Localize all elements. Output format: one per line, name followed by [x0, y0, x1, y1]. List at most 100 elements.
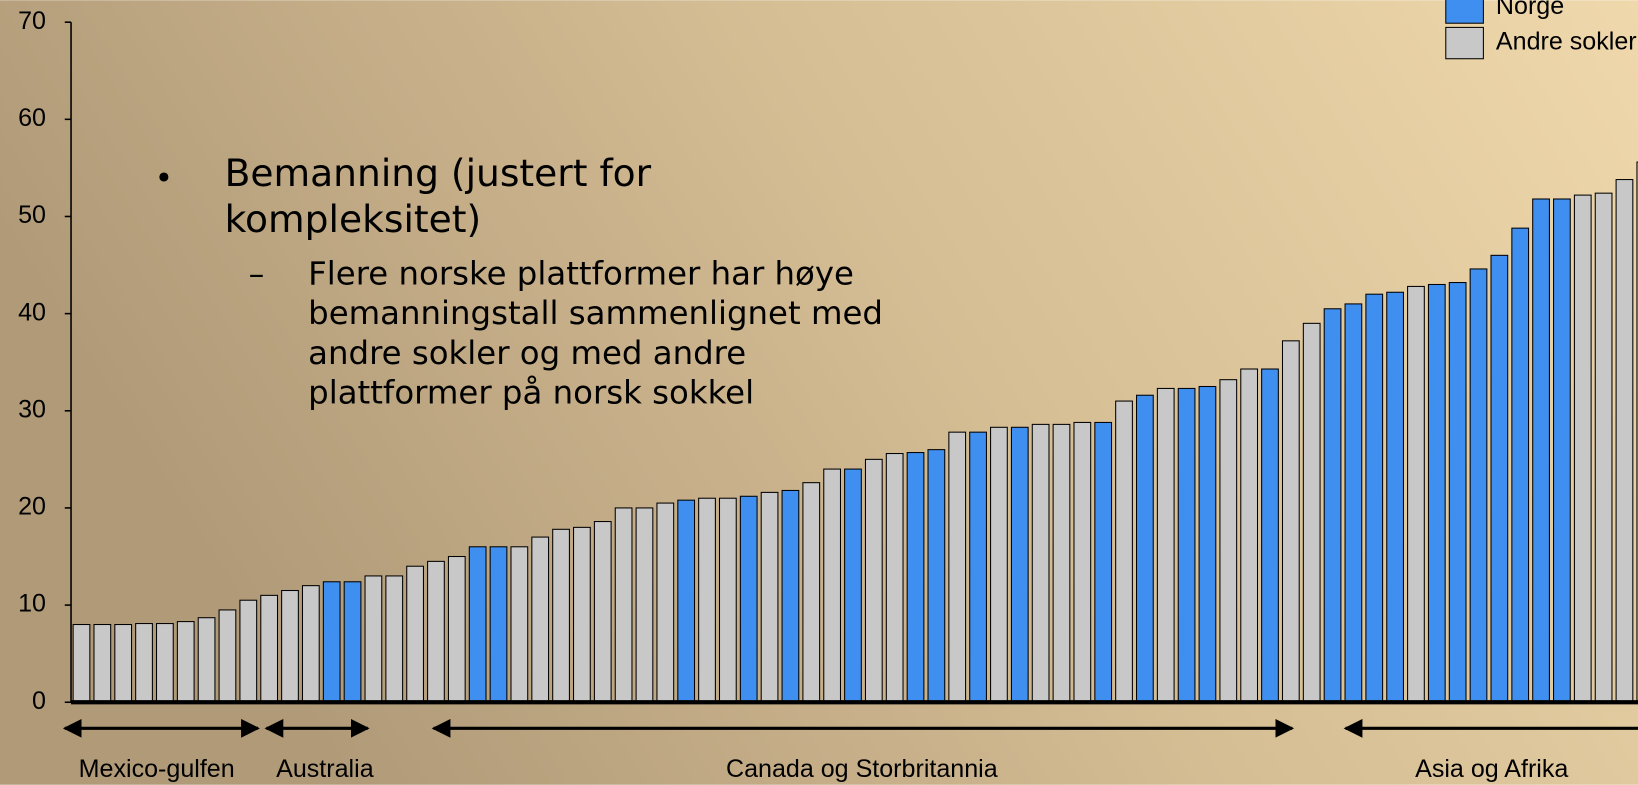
bar — [1573, 194, 1592, 703]
bar — [718, 497, 737, 703]
legend-label: Norge — [1496, 0, 1564, 20]
bar — [781, 489, 800, 703]
legend-swatch — [1445, 26, 1484, 60]
bar — [1323, 308, 1342, 703]
bar — [1094, 421, 1113, 703]
bar — [1240, 368, 1259, 703]
bar — [531, 536, 550, 703]
y-tick-label: 40 — [18, 298, 46, 326]
bar — [1636, 161, 1638, 703]
bar — [301, 585, 320, 703]
bar — [72, 623, 91, 703]
bar — [447, 555, 466, 703]
y-tick-label: 20 — [18, 493, 46, 521]
sub-bullet-dash: – — [249, 256, 265, 292]
bar — [281, 589, 299, 703]
bar — [114, 623, 133, 703]
bar — [1261, 368, 1279, 703]
bar — [656, 502, 675, 703]
bar — [1386, 291, 1404, 703]
bar — [1115, 400, 1133, 703]
bar — [1532, 198, 1550, 703]
bar — [552, 528, 570, 703]
bar — [510, 546, 529, 703]
bar — [1469, 268, 1488, 703]
bar — [906, 452, 925, 703]
legend-label: Andre sokler — [1496, 28, 1637, 56]
bar — [1344, 303, 1363, 703]
bar — [1198, 385, 1217, 703]
y-tick-label: 0 — [32, 687, 46, 715]
bar — [468, 546, 487, 703]
bar — [927, 449, 946, 703]
bar — [1594, 192, 1613, 703]
sub-bullet-text: bemanningstall sammenlignet med — [308, 294, 883, 332]
bar — [1511, 227, 1530, 703]
bar — [823, 468, 842, 703]
bar — [1031, 423, 1050, 703]
bar — [739, 495, 758, 703]
bar — [1010, 426, 1029, 703]
region-label: Australia — [276, 755, 374, 783]
sub-bullet-text: Flere norske plattformer har høye — [308, 254, 854, 292]
bar — [385, 575, 404, 703]
bar — [1156, 387, 1175, 703]
bar — [593, 521, 612, 703]
bar — [573, 526, 591, 703]
bullet-text: kompleksitet) — [225, 197, 482, 241]
legend-swatch — [1445, 0, 1484, 24]
bar — [1052, 423, 1071, 703]
bar — [1073, 421, 1092, 703]
region-label: Canada og Storbritannia — [726, 755, 998, 783]
bar — [406, 565, 424, 703]
bar — [239, 599, 258, 703]
bar — [197, 617, 216, 703]
bar — [1427, 283, 1446, 703]
bullet-dot: • — [155, 160, 173, 196]
y-tick-label: 30 — [18, 395, 46, 423]
sub-bullet-text: andre sokler og med andre — [308, 334, 746, 372]
bar — [1553, 198, 1571, 703]
bar — [1365, 293, 1384, 703]
bar — [1302, 322, 1321, 703]
y-tick-label: 10 — [18, 590, 46, 618]
bar — [489, 546, 508, 703]
region-label: Mexico-gulfen — [79, 755, 235, 783]
bar — [1219, 379, 1238, 703]
region-label: Asia og Afrika — [1415, 755, 1568, 783]
bar — [969, 431, 987, 703]
bar — [260, 594, 279, 703]
bar — [990, 426, 1008, 703]
bar — [1177, 387, 1196, 703]
bullet-text: Bemanning (justert for — [225, 151, 652, 195]
bar — [1615, 179, 1634, 703]
bar — [844, 468, 862, 703]
bar — [322, 581, 341, 703]
bar — [1448, 282, 1467, 703]
bar — [135, 623, 153, 703]
bar — [218, 609, 237, 703]
y-tick-label: 70 — [18, 7, 46, 35]
bar — [802, 482, 821, 703]
bar — [948, 431, 967, 703]
sub-bullet-text: plattformer på norsk sokkel — [308, 373, 754, 411]
bar — [364, 575, 383, 703]
bar — [427, 560, 445, 703]
bar — [614, 507, 633, 703]
bar — [156, 623, 174, 703]
bar — [635, 507, 654, 703]
bar — [698, 497, 716, 703]
bar — [760, 491, 779, 703]
bar — [176, 621, 195, 703]
bar — [1490, 254, 1509, 703]
bar — [1281, 340, 1300, 703]
bar — [1136, 394, 1154, 703]
bar — [864, 458, 883, 703]
bar — [93, 623, 112, 703]
bar — [677, 499, 696, 703]
bar — [1407, 285, 1425, 703]
bar — [885, 453, 904, 703]
y-tick-label: 50 — [18, 201, 46, 229]
